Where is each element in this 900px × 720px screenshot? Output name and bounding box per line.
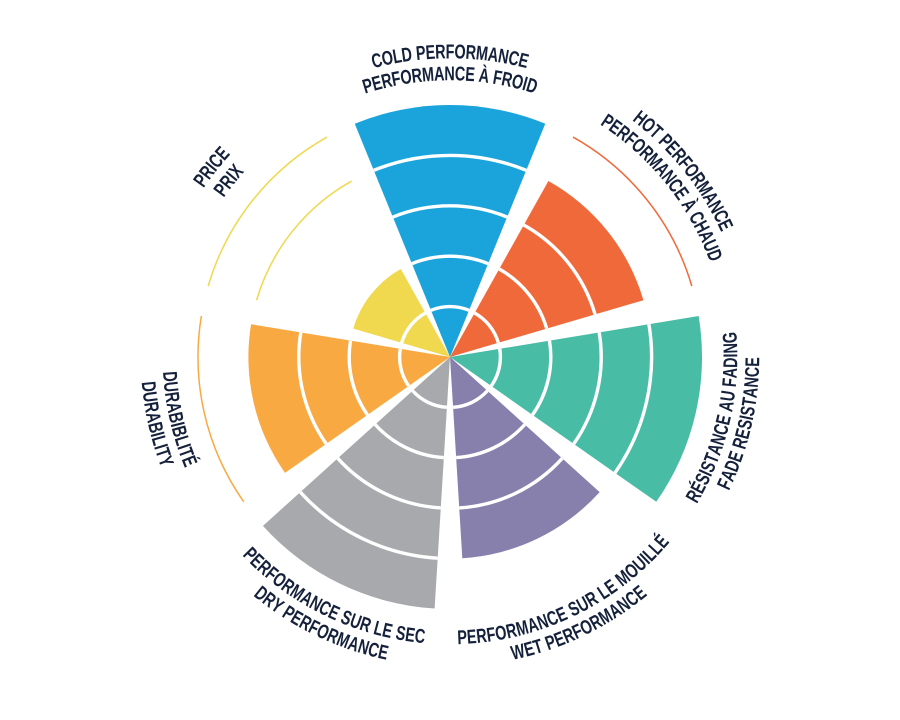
svg-text:E: E (425, 40, 436, 64)
svg-text:C: C (740, 366, 763, 378)
svg-text:G: G (718, 331, 742, 344)
svg-text:E: E (464, 62, 475, 86)
svg-text:D: D (158, 371, 182, 383)
svg-text:F: F (446, 40, 455, 63)
svg-text:E: E (741, 357, 764, 367)
svg-text:D: D (719, 357, 742, 368)
svg-text:A: A (718, 367, 742, 379)
svg-text:N: N (444, 62, 454, 85)
svg-text:M: M (421, 62, 435, 86)
svg-text:O: O (454, 40, 466, 63)
svg-text:E: E (466, 625, 477, 649)
svg-text:N: N (719, 343, 742, 354)
svg-text:A: A (434, 62, 446, 85)
svg-text:I: I (719, 353, 742, 357)
svg-text:P: P (457, 625, 468, 648)
svg-text:R: R (435, 40, 446, 63)
